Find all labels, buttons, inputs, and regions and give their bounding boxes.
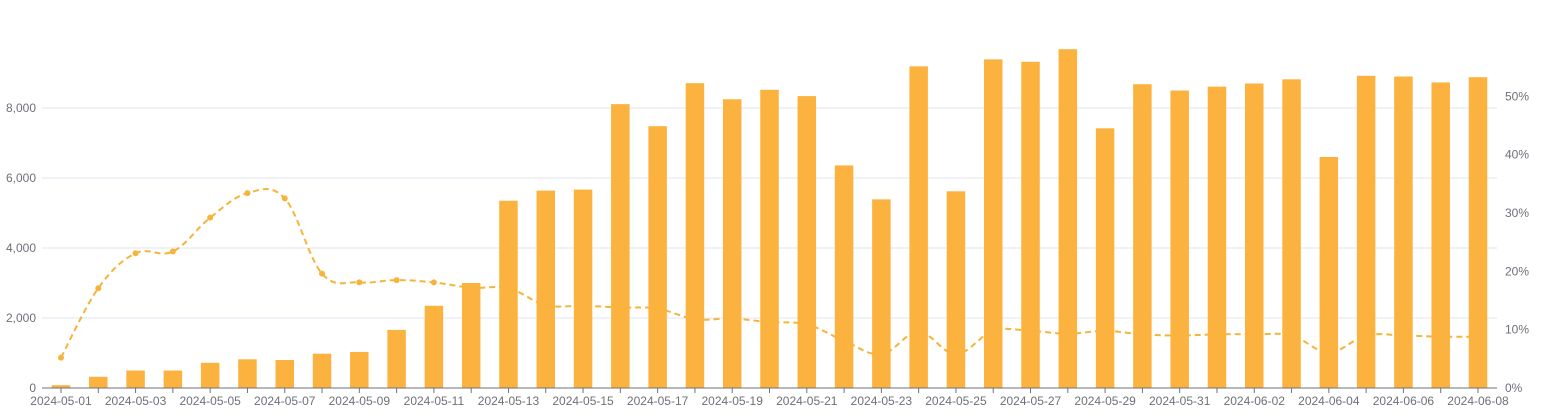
bar[interactable] [461,283,481,388]
x-tick-label: 2024-05-19 [702,394,764,408]
bar[interactable] [946,191,966,388]
bar[interactable] [1133,84,1152,388]
y-right-tick-label: 30% [1505,206,1529,220]
bar[interactable] [1468,77,1488,388]
bar[interactable] [648,126,667,388]
x-tick-label: 2024-06-06 [1373,394,1435,408]
bar[interactable] [238,359,257,388]
line-point[interactable] [281,195,288,202]
x-tick-label: 2024-05-25 [925,394,987,408]
line-series [58,188,1479,361]
line-path[interactable] [60,188,1479,359]
x-tick-label: 2024-06-08 [1447,394,1509,408]
x-tick-label: 2024-06-02 [1224,394,1286,408]
bar[interactable] [797,96,817,388]
x-tick-label: 2024-05-21 [776,394,838,408]
bar[interactable] [350,351,369,388]
line-point[interactable] [132,250,139,257]
bar[interactable] [983,59,1003,388]
x-tick-label: 2024-05-15 [552,394,614,408]
x-tick-label: 2024-05-11 [404,394,465,408]
bar-series [51,49,1488,389]
x-tick-label: 2024-05-31 [1149,394,1211,408]
bar[interactable] [424,305,444,388]
x-tick-label: 2024-05-07 [254,394,316,408]
bar[interactable] [1282,79,1301,389]
bar[interactable] [163,370,183,389]
y-right-tick-label: 20% [1505,264,1529,278]
line-point[interactable] [356,279,363,286]
line-point[interactable] [58,354,64,361]
x-tick-label: 2024-06-04 [1298,394,1360,408]
bar[interactable] [275,360,294,388]
line-point[interactable] [430,279,437,286]
x-tick-label: 2024-05-03 [105,394,167,408]
x-tick-label: 2024-05-23 [851,394,913,408]
axes: 0 2,000 4,000 6,000 8,000 0% 10% 20% 30% 40% 50% 20… [6,89,1529,408]
line-point[interactable] [207,214,214,221]
bar[interactable] [685,83,705,389]
y-left-tick-label: 4,000 [6,241,36,255]
bar[interactable] [89,376,108,388]
x-tick-label: 2024-05-01 [30,394,92,408]
line-point[interactable] [244,190,251,197]
bar[interactable] [722,99,742,388]
line-point[interactable] [169,248,176,255]
bar[interactable] [1095,128,1115,389]
y-left-tick-label: 0 [29,381,36,395]
bar[interactable] [1058,49,1078,388]
bar[interactable] [1170,90,1189,389]
bar[interactable] [760,89,779,389]
y-right-tick-label: 50% [1505,89,1529,103]
bar[interactable] [126,370,145,389]
bar[interactable] [51,385,71,388]
y-right-tick-label: 40% [1505,148,1529,162]
bar[interactable] [1356,75,1376,389]
bar[interactable] [611,104,630,389]
x-tick-label: 2024-05-05 [179,394,241,408]
y-left-tick-label: 8,000 [6,101,36,115]
x-tick-label: 2024-05-09 [329,394,391,408]
bar[interactable] [834,165,854,388]
bar[interactable] [1319,157,1339,388]
bar[interactable] [387,329,406,388]
bar[interactable] [909,66,928,388]
x-tick-label: 2024-05-27 [1000,394,1062,408]
line-point[interactable] [95,285,102,292]
bar[interactable] [872,199,891,388]
bar[interactable] [1021,61,1040,389]
bar[interactable] [1245,83,1264,389]
line-point[interactable] [393,277,400,284]
y-left-tick-label: 6,000 [6,171,36,185]
line-point[interactable] [319,270,326,277]
bar[interactable] [1431,82,1450,388]
x-tick-label: 2024-05-13 [478,394,540,408]
y-right-tick-label: 10% [1505,323,1529,337]
bar[interactable] [1207,86,1227,389]
bar[interactable] [1394,76,1413,389]
y-left-tick-label: 2,000 [6,311,36,325]
y-right-tick-label: 0% [1505,381,1523,395]
bar[interactable] [200,362,220,388]
bar[interactable] [499,200,518,388]
bar[interactable] [536,190,556,388]
x-tick-label: 2024-05-29 [1074,394,1136,408]
x-tick-label: 2024-05-17 [627,394,689,408]
bar[interactable] [312,353,332,388]
bar[interactable] [573,189,593,388]
